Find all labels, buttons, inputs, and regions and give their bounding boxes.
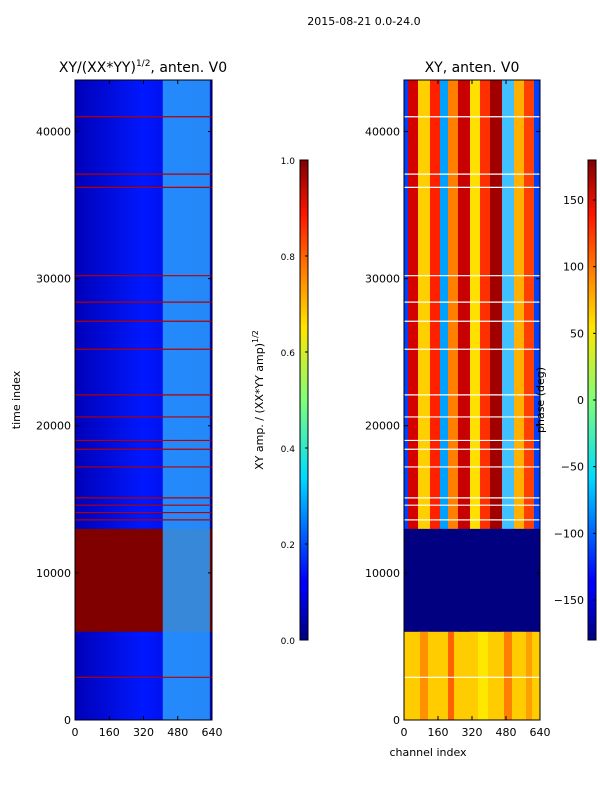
colorbar-tick-label: 0: [577, 394, 584, 407]
amplitude-panel: XY/(XX*YY)1/2, anten. V0 0 160 320 480 640 0 1…: [10, 59, 227, 739]
heatmap-region-1: [404, 528, 540, 632]
colorbar-tick-label: 150: [563, 194, 584, 207]
amplitude-colorbar-fill: [299, 159, 309, 641]
y-tick-label: 10000: [365, 567, 400, 580]
colorbar-tick-label: 0.0: [281, 637, 296, 647]
x-tick-label: 320: [133, 726, 154, 739]
phase-colorbar-label: phase (deg): [534, 367, 547, 433]
y-tick-label: 30000: [36, 273, 71, 286]
x-tick-label: 320: [462, 726, 483, 739]
colorbar-tick-label: −50: [561, 461, 584, 474]
y-tick-label: 40000: [365, 125, 400, 138]
phase-plot-area: [403, 79, 541, 721]
figure-title: 2015-08-21 0.0-24.0: [307, 15, 420, 28]
colorbar-tick-label: 0.4: [281, 445, 296, 455]
heatmap-region-2: [404, 80, 540, 529]
x-tick-label: 480: [496, 726, 517, 739]
amplitude-title: XY/(XX*YY)1/2, anten. V0: [59, 59, 227, 76]
y-tick-label: 0: [393, 714, 400, 727]
amplitude-colorbar: 0.0 0.2 0.4 0.6 0.8 1.0 XY amp. / (XX*YY amp)…: [251, 157, 309, 647]
colorbar-tick-label: 0.2: [281, 541, 295, 551]
x-tick-label: 640: [530, 726, 551, 739]
x-tick-label: 640: [202, 726, 223, 739]
phase-colorbar: −150 −100 −50 0 50 100 150 phase (deg): [534, 159, 597, 641]
x-tick-label: 480: [167, 726, 188, 739]
y-tick-label: 40000: [36, 125, 71, 138]
y-tick-label: 0: [64, 714, 71, 727]
y-tick-label: 20000: [36, 420, 71, 433]
phase-panel: XY, anten. V0 0 160 320 480 640 0 10000 20000 30…: [365, 60, 551, 759]
colorbar-tick-label: 100: [563, 261, 584, 274]
x-tick-label: 0: [401, 726, 408, 739]
colorbar-tick-label: 0.6: [281, 349, 296, 359]
phase-title: XY, anten. V0: [425, 60, 520, 76]
phase-xlabel: channel index: [389, 746, 467, 759]
amplitude-colorbar-label: XY amp. / (XX*YY amp)1/2: [251, 330, 266, 470]
y-tick-label: 10000: [36, 567, 71, 580]
y-tick-label: 30000: [365, 273, 400, 286]
colorbar-tick-label: 1.0: [281, 157, 296, 167]
colorbar-tick-label: −100: [554, 527, 584, 540]
x-tick-label: 0: [72, 726, 79, 739]
heatmap-region-0: [404, 631, 540, 720]
colorbar-tick-label: 0.8: [281, 253, 296, 263]
heatmap-region-3: [162, 80, 210, 720]
colorbar-tick-label: −150: [554, 594, 584, 607]
amplitude-plot-area: [74, 79, 213, 721]
colorbar-tick-label: 50: [570, 327, 584, 340]
x-tick-label: 160: [428, 726, 449, 739]
x-tick-label: 160: [99, 726, 120, 739]
amplitude-ylabel: time index: [10, 370, 23, 429]
y-tick-label: 20000: [365, 420, 400, 433]
